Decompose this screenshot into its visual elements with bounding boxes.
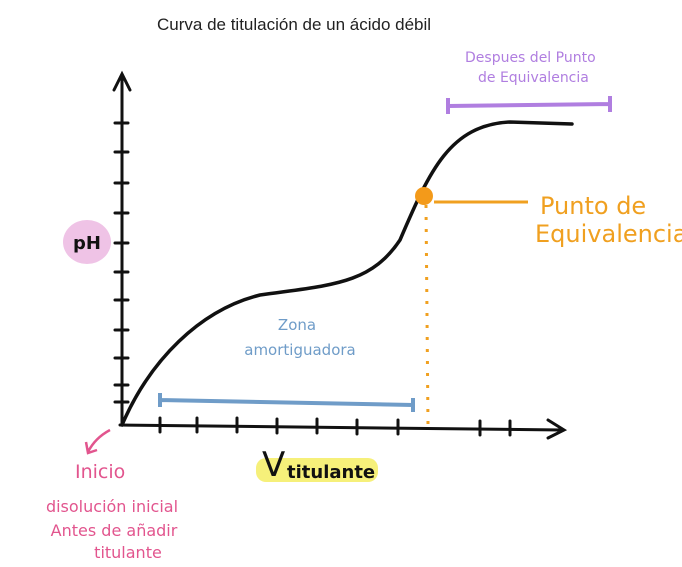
after-bar	[446, 96, 612, 114]
after-label: Despues del Punto de Equivalencia	[465, 50, 596, 86]
title: Curva de titulación de un ácido débil	[157, 15, 432, 34]
label-line: disolución inicial	[46, 497, 178, 516]
label-line: amortiguadora	[244, 341, 355, 359]
x-highlight	[256, 458, 378, 482]
equivalence-point	[415, 187, 433, 205]
x-axis-symbol: V	[262, 445, 285, 485]
ph-highlight	[63, 220, 111, 264]
start-label: Inicio	[75, 461, 125, 483]
label-line: Zona	[278, 316, 316, 334]
buffer-label: Zona amortiguadora	[244, 316, 355, 359]
label-line: titulante	[94, 543, 162, 562]
label-line: Despues del Punto	[465, 50, 596, 66]
y-axis-label: pH	[73, 233, 101, 254]
buffer-bar	[158, 393, 415, 412]
start-note: disolución inicial Antes de añadir titul…	[46, 497, 178, 562]
start-arrow	[84, 428, 111, 455]
label-line: de Equivalencia	[478, 70, 589, 86]
equivalence-drop	[424, 204, 430, 426]
equivalence-label: Punto de Equivalencia	[535, 192, 682, 248]
label-line: Punto de	[540, 192, 646, 220]
label-line: Antes de añadir	[51, 521, 178, 540]
label-line: Equivalencia	[535, 220, 682, 248]
axes	[112, 70, 574, 440]
x-axis-subscript: titulante	[287, 462, 375, 483]
